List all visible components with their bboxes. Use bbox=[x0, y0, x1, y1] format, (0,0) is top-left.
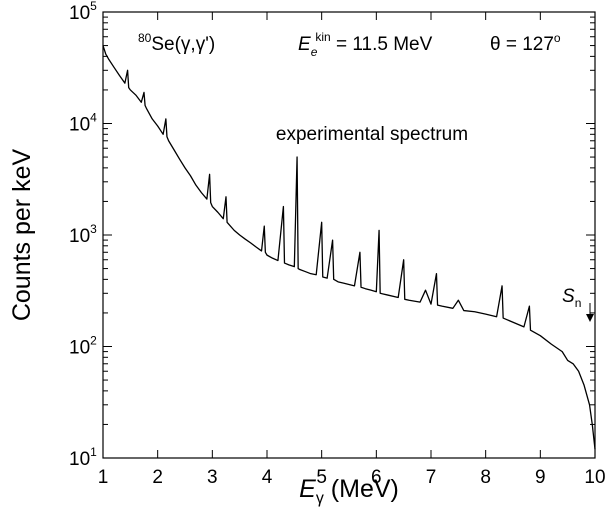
angle-degree: o bbox=[554, 31, 561, 45]
x-tick-label: 5 bbox=[316, 467, 327, 488]
angle-value: θ = 127 bbox=[490, 34, 554, 55]
spectrum-label: experimental spectrum bbox=[276, 124, 468, 145]
x-axis-symbol: E bbox=[299, 475, 316, 503]
threshold-symbol: S bbox=[562, 286, 575, 307]
energy-value: = 11.5 MeV bbox=[331, 34, 433, 55]
x-tick-label: 8 bbox=[480, 467, 491, 488]
y-tick-exponent: 4 bbox=[90, 111, 97, 125]
y-tick-base: 10 bbox=[69, 115, 90, 136]
energy-subscript: e bbox=[311, 45, 318, 59]
x-tick-label: 7 bbox=[426, 467, 437, 488]
y-tick-exponent: 5 bbox=[90, 0, 97, 13]
x-tick-label: 1 bbox=[98, 467, 109, 488]
y-tick-base: 10 bbox=[69, 449, 90, 470]
threshold-arrowhead bbox=[586, 314, 594, 322]
threshold-label: Sn bbox=[562, 286, 581, 310]
spectrum-line bbox=[102, 45, 596, 450]
y-axis-label: Counts per keV bbox=[8, 149, 36, 322]
x-tick-label: 6 bbox=[371, 467, 382, 488]
y-tick-label: 103 bbox=[69, 222, 97, 247]
energy-label: Eekin = 11.5 MeV bbox=[298, 30, 433, 59]
y-tick-exponent: 3 bbox=[90, 222, 97, 236]
x-tick-label: 3 bbox=[207, 467, 218, 488]
plot-frame bbox=[102, 11, 596, 459]
y-tick-label: 105 bbox=[69, 0, 97, 24]
mass-number: 80 bbox=[138, 31, 152, 45]
x-tick-label: 4 bbox=[262, 467, 273, 488]
energy-superscript: kin bbox=[315, 30, 330, 44]
y-tick-exponent: 2 bbox=[90, 334, 97, 348]
y-tick-label: 102 bbox=[69, 334, 97, 359]
y-tick-label: 101 bbox=[69, 445, 97, 470]
reaction-label: 80Se(γ,γ') bbox=[138, 31, 215, 55]
x-axis-label: Eγ (MeV) bbox=[299, 475, 399, 507]
energy-symbol: E bbox=[298, 34, 311, 55]
threshold-subscript: n bbox=[575, 296, 582, 310]
y-tick-base: 10 bbox=[69, 3, 90, 24]
reaction: Se(γ,γ') bbox=[151, 34, 215, 55]
angle-label: θ = 127o bbox=[490, 31, 561, 55]
y-tick-base: 10 bbox=[69, 338, 90, 359]
x-tick-label: 9 bbox=[535, 467, 546, 488]
y-tick-label: 104 bbox=[69, 111, 97, 136]
y-tick-exponent: 1 bbox=[90, 445, 97, 459]
x-axis-subscript: γ bbox=[316, 490, 324, 507]
y-tick-base: 10 bbox=[69, 226, 90, 247]
x-axis-unit: (MeV) bbox=[324, 475, 399, 503]
x-tick-label: 10 bbox=[584, 467, 605, 488]
x-tick-label: 2 bbox=[152, 467, 163, 488]
